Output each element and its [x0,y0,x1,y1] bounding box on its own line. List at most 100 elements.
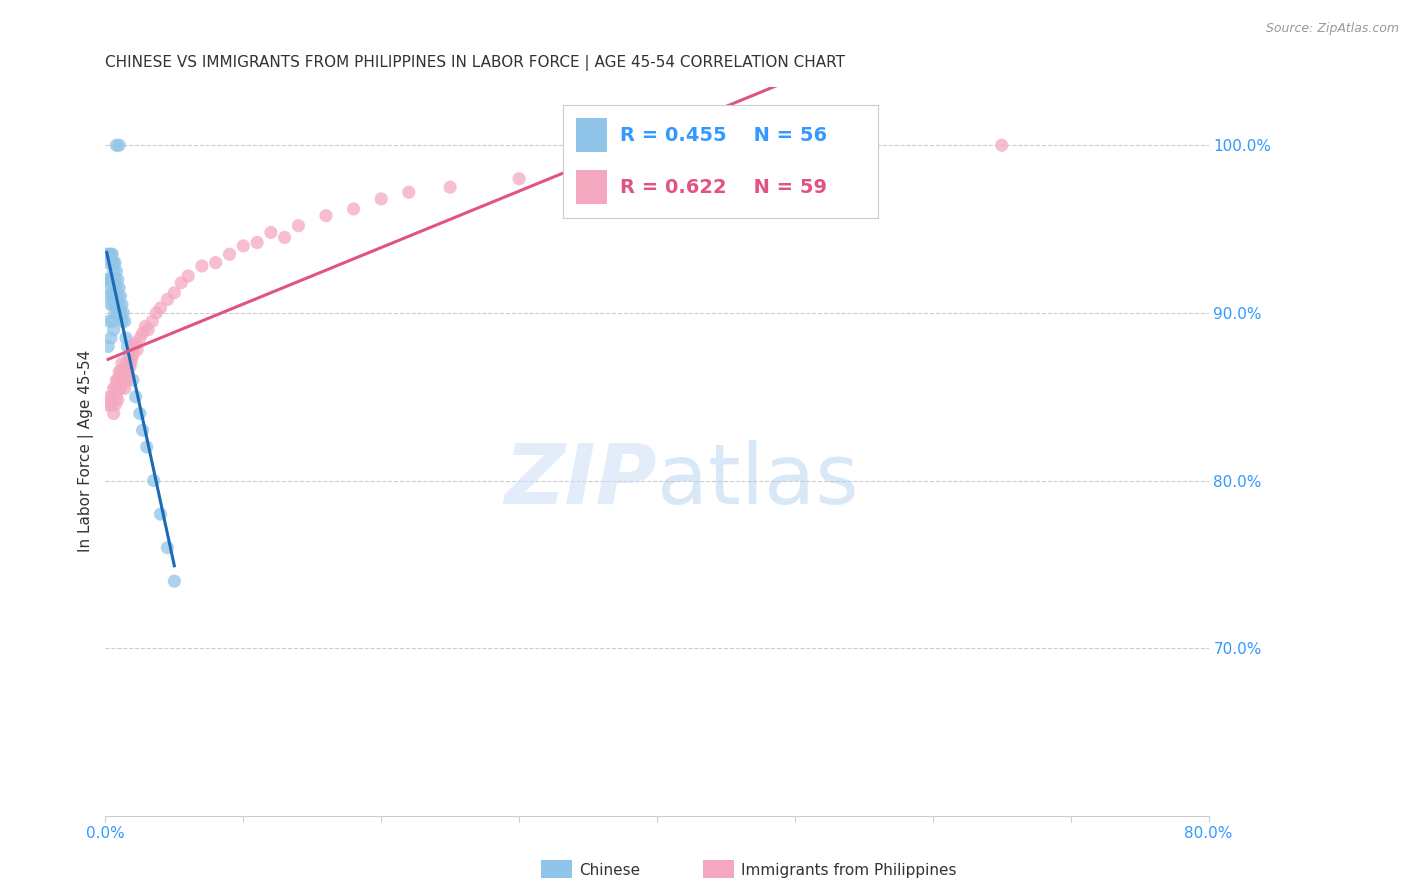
Point [108,281,131,295]
Point [104,381,127,395]
Point [156,541,179,555]
Point [118,348,141,362]
Point [111,314,134,328]
Point [191,259,214,273]
Point [103,281,125,295]
Point [111,373,134,387]
Point [97,398,120,412]
Point [218,247,240,261]
Point [98,390,121,404]
Point [107,373,129,387]
Point [98,314,121,328]
Point [134,319,156,334]
Point [105,297,128,311]
Point [122,348,145,362]
Point [108,297,131,311]
Point [100,297,122,311]
Point [121,352,143,367]
Point [101,255,124,269]
Point [101,314,124,328]
Point [114,314,136,328]
Point [131,423,153,437]
Point [120,359,142,374]
Point [124,339,146,353]
Point [112,376,135,391]
Text: Immigrants from Philippines: Immigrants from Philippines [741,863,956,878]
Point [101,289,124,303]
Point [232,239,254,253]
Text: ZIP: ZIP [505,440,657,521]
Point [104,289,127,303]
Point [105,281,128,295]
Point [105,373,128,387]
Point [108,365,131,379]
Point [120,356,142,370]
Text: atlas: atlas [657,440,859,521]
Point [117,365,139,379]
Point [105,390,128,404]
Point [273,230,295,244]
Point [145,306,167,320]
Point [149,301,172,315]
Point [260,226,283,240]
Point [149,507,172,521]
Point [135,440,157,454]
Text: Chinese: Chinese [579,863,640,878]
Point [128,407,150,421]
Point [98,247,121,261]
Point [101,272,124,286]
Point [98,272,121,286]
Point [103,255,125,269]
Point [100,331,122,345]
Point [107,289,129,303]
Point [115,373,138,387]
Point [97,255,120,269]
Point [177,268,200,283]
Point [287,219,309,233]
Point [114,381,136,395]
Point [112,306,135,320]
Point [111,297,134,311]
Point [103,297,125,311]
Point [104,272,127,286]
Point [100,398,122,412]
Point [105,264,128,278]
Point [97,281,120,295]
Point [105,138,128,153]
Point [156,293,179,307]
Point [103,264,125,278]
Point [97,339,120,353]
Point [104,306,127,320]
Point [101,390,124,404]
Point [98,289,121,303]
Point [141,314,163,328]
Point [128,331,150,345]
Point [398,185,420,199]
Point [246,235,269,250]
Y-axis label: In Labor Force | Age 45-54: In Labor Force | Age 45-54 [79,351,94,552]
Point [108,138,131,153]
Point [103,323,125,337]
Point [131,326,153,340]
Point [343,202,366,216]
Point [163,285,186,300]
Point [125,336,148,351]
Point [103,407,125,421]
Point [315,209,337,223]
Point [107,306,129,320]
Point [508,171,530,186]
Point [108,381,131,395]
Point [370,192,392,206]
Point [103,381,125,395]
Point [170,276,193,290]
Point [110,306,132,320]
Point [107,272,129,286]
Point [117,339,139,353]
Point [104,255,127,269]
Point [204,255,226,269]
Point [142,474,165,488]
Point [101,247,124,261]
Point [136,323,159,337]
Point [163,574,186,589]
Point [125,390,148,404]
